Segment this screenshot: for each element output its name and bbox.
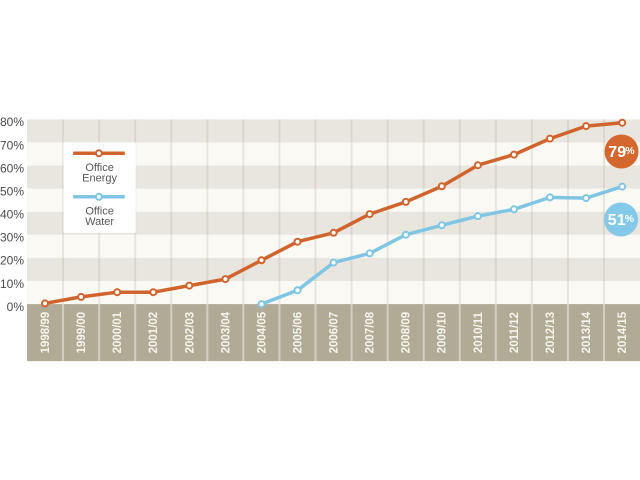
svg-text:2002/03: 2002/03 xyxy=(184,312,196,354)
svg-text:20%: 20% xyxy=(0,254,24,268)
svg-text:51: 51 xyxy=(608,212,626,229)
svg-text:50%: 50% xyxy=(0,185,24,199)
svg-text:Water: Water xyxy=(85,216,114,228)
svg-text:2013/14: 2013/14 xyxy=(581,311,593,353)
svg-text:2009/10: 2009/10 xyxy=(437,312,449,354)
svg-text:2001/02: 2001/02 xyxy=(148,312,160,354)
svg-text:30%: 30% xyxy=(0,231,24,245)
svg-text:Office: Office xyxy=(85,162,114,174)
svg-text:2007/08: 2007/08 xyxy=(365,311,377,353)
svg-text:2003/04: 2003/04 xyxy=(220,311,232,353)
svg-text:2000/01: 2000/01 xyxy=(112,311,124,353)
svg-text:10%: 10% xyxy=(0,277,24,291)
svg-text:79: 79 xyxy=(608,144,626,161)
svg-text:80%: 80% xyxy=(0,115,24,129)
svg-text:2010/11: 2010/11 xyxy=(473,312,485,354)
svg-text:%: % xyxy=(625,145,635,157)
svg-text:1998/99: 1998/99 xyxy=(40,312,52,354)
svg-text:2014/15: 2014/15 xyxy=(617,311,629,353)
svg-text:2011/12: 2011/12 xyxy=(509,312,521,353)
svg-text:Energy: Energy xyxy=(82,172,117,184)
svg-text:%: % xyxy=(625,213,635,225)
svg-text:2012/13: 2012/13 xyxy=(545,312,557,354)
svg-text:Office: Office xyxy=(85,206,114,218)
svg-text:2008/09: 2008/09 xyxy=(401,312,413,354)
svg-text:70%: 70% xyxy=(0,138,24,152)
svg-text:2004/05: 2004/05 xyxy=(256,311,268,353)
svg-text:0%: 0% xyxy=(7,300,25,314)
svg-text:2006/07: 2006/07 xyxy=(329,312,341,354)
svg-text:1999/00: 1999/00 xyxy=(76,312,88,354)
svg-text:2005/06: 2005/06 xyxy=(292,312,304,354)
svg-text:40%: 40% xyxy=(0,208,24,222)
svg-text:60%: 60% xyxy=(0,161,24,175)
